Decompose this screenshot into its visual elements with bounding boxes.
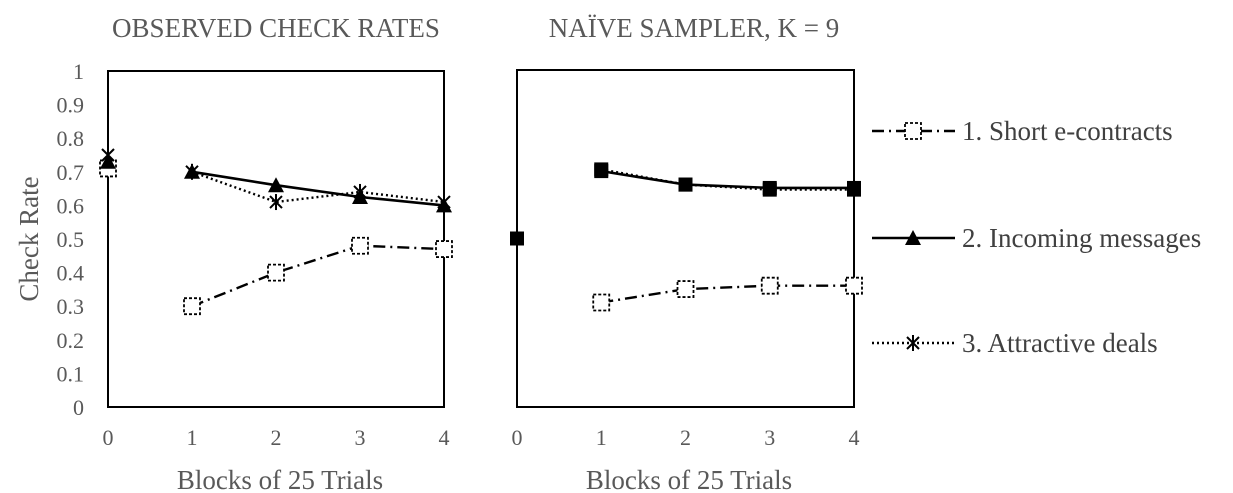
panel-title-observed: OBSERVED CHECK RATES	[112, 13, 440, 43]
data-point-short-e-contracts-1	[676, 280, 695, 298]
x-tick-label-2: 2	[680, 425, 691, 450]
data-point-short-e-contracts-0	[592, 293, 611, 312]
data-point-attractive-deals-1	[185, 163, 199, 180]
x-tick-labels: 0 1 2 3 4	[512, 425, 860, 450]
data-point-attractive-deals-4	[437, 194, 451, 211]
legend-marker-open-square	[904, 122, 922, 140]
data-point-attractive-deals-1	[678, 177, 693, 192]
naive-sampler-panel: NAÏVE SAMPLER, K = 9 0 1 2 3 4 Blocks of 25 …	[510, 13, 863, 493]
legend-label-short-e-contracts: 1. Short e-contracts	[962, 116, 1173, 146]
plot-area-naive	[516, 69, 855, 408]
data-point-attractive-deals-0	[594, 162, 609, 177]
y-tick-label-5: 0.5	[57, 227, 85, 252]
series-line-incoming-messages	[191, 170, 445, 207]
y-tick-labels: 0 0.1 0.2 0.3 0.4 0.5 0.6 0.7 0.8 0.9 1	[57, 59, 85, 420]
y-axis-title: Check Rate	[14, 176, 44, 301]
x-tick-label-1: 1	[187, 425, 198, 450]
legend-item-incoming-messages: 2. Incoming messages	[872, 223, 1201, 253]
x-tick-label-4: 4	[439, 425, 450, 450]
series-layer-naive	[510, 162, 863, 312]
data-point-attractive-deals-0	[101, 147, 115, 163]
y-tick-label-9: 0.9	[57, 93, 85, 118]
plot-area-observed	[107, 70, 445, 408]
legend: 1. Short e-contracts 2. Incoming message…	[872, 116, 1201, 358]
series-line-incoming-messages	[601, 169, 854, 190]
data-point-attractive-deals-2	[762, 182, 777, 197]
x-tick-label-0: 0	[103, 425, 114, 450]
series-line-short-e-contracts	[601, 284, 854, 304]
y-tick-label-8: 0.8	[57, 126, 85, 151]
data-point-attractive-deals-2	[269, 194, 283, 211]
y-tick-label-3: 0.3	[57, 294, 85, 319]
legend-label-incoming-messages: 2. Incoming messages	[962, 223, 1201, 253]
x-tick-label-1: 1	[596, 425, 607, 450]
data-point-short-e-contracts-1	[183, 297, 201, 316]
x-axis-title-naive: Blocks of 25 Trials	[586, 465, 792, 493]
x-axis-title-observed: Blocks of 25 Trials	[177, 465, 383, 493]
legend-item-attractive-deals: 3. Attractive deals	[872, 328, 1158, 358]
x-tick-label-0: 0	[512, 425, 523, 450]
data-point-short-e-contracts-3	[351, 236, 369, 255]
legend-item-short-e-contracts: 1. Short e-contracts	[872, 116, 1173, 146]
y-tick-label-6: 0.6	[57, 193, 85, 218]
x-tick-label-4: 4	[849, 425, 860, 450]
data-point-attractive-deals-3	[353, 183, 367, 200]
data-point-short-e-contracts-2	[267, 263, 285, 282]
y-tick-label-7: 0.7	[57, 160, 85, 185]
y-tick-label-1: 0.1	[57, 361, 85, 386]
x-tick-label-2: 2	[271, 425, 282, 450]
y-tick-label-4: 0.4	[57, 261, 85, 286]
y-tick-label-10: 1	[73, 59, 84, 84]
series-line-short-e-contracts	[191, 244, 445, 308]
legend-marker-asterisk	[906, 335, 920, 351]
data-point-short-e-contracts-2	[760, 276, 779, 295]
observed-check-rates-panel: OBSERVED CHECK RATES 0 0.1 0.2 0.3 0.4 0.5 0.6…	[14, 13, 453, 493]
data-point-short-e-contracts-3	[845, 276, 863, 295]
data-point-initial-0	[510, 231, 524, 246]
panel-title-naive: NAÏVE SAMPLER, K = 9	[549, 13, 840, 43]
y-tick-label-0: 0	[73, 395, 84, 420]
x-tick-labels: 0 1 2 3 4	[103, 425, 450, 450]
series-line-attractive-deals	[191, 170, 445, 204]
data-point-incoming-messages-2	[268, 177, 284, 193]
x-tick-label-3: 3	[355, 425, 366, 450]
x-tick-label-3: 3	[764, 425, 775, 450]
series-layer-observed	[99, 147, 453, 316]
data-point-attractive-deals-3	[847, 182, 861, 197]
legend-label-attractive-deals: 3. Attractive deals	[962, 328, 1158, 358]
y-tick-label-2: 0.2	[57, 328, 85, 353]
data-point-short-e-contracts-4	[435, 240, 453, 258]
legend-marker-triangle	[905, 230, 921, 245]
